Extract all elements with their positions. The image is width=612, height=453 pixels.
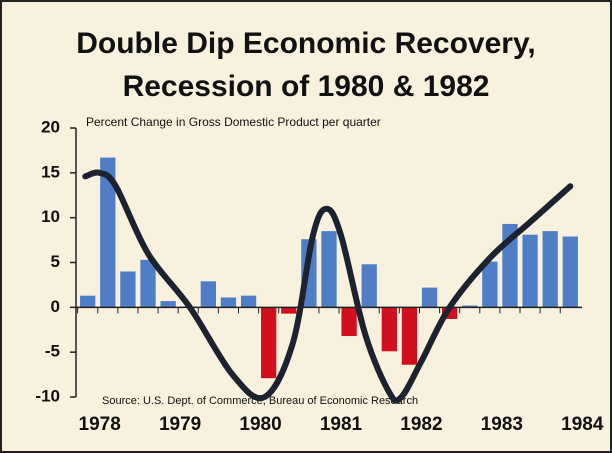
y-tick-label: 5 bbox=[51, 252, 60, 271]
x-tick-label: 1982 bbox=[400, 414, 442, 435]
chart-title: Recession of 1980 & 1982 bbox=[123, 70, 490, 103]
bar bbox=[421, 287, 438, 308]
trend-curve bbox=[82, 169, 574, 404]
bar bbox=[462, 305, 478, 308]
bar bbox=[220, 297, 237, 308]
bar bbox=[482, 261, 498, 308]
bar bbox=[200, 281, 216, 308]
y-tick-label: -5 bbox=[45, 342, 60, 361]
y-tick-label: -10 bbox=[35, 386, 60, 405]
y-tick-label: 20 bbox=[41, 117, 60, 136]
x-tick-label: 1981 bbox=[320, 414, 363, 435]
chart-title: Double Dip Economic Recovery, bbox=[76, 27, 536, 60]
bar bbox=[381, 307, 397, 352]
bar bbox=[281, 307, 297, 314]
bar bbox=[542, 231, 558, 308]
bar bbox=[321, 231, 337, 308]
x-tick-label: 1980 bbox=[239, 414, 281, 435]
bar bbox=[441, 307, 458, 319]
y-tick-label: 10 bbox=[41, 207, 60, 226]
bar bbox=[361, 264, 377, 308]
y-tick-label: 15 bbox=[41, 162, 60, 181]
x-tick-label: 1983 bbox=[481, 414, 523, 435]
bar bbox=[140, 259, 156, 308]
y-tick-label: 0 bbox=[51, 297, 60, 316]
bar bbox=[341, 307, 357, 337]
bar bbox=[261, 307, 277, 379]
x-tick-label: 1978 bbox=[79, 414, 121, 435]
bar bbox=[401, 307, 418, 365]
bar bbox=[100, 157, 116, 308]
bar bbox=[120, 271, 136, 308]
bar bbox=[240, 295, 257, 308]
bar bbox=[562, 236, 578, 308]
subtitle: Percent Change in Gross Domestic Product… bbox=[86, 115, 381, 129]
bar bbox=[80, 295, 96, 308]
x-tick-label: 1984 bbox=[561, 414, 604, 435]
bar bbox=[160, 301, 176, 308]
x-tick-label: 1979 bbox=[159, 414, 201, 435]
bar bbox=[522, 234, 538, 308]
